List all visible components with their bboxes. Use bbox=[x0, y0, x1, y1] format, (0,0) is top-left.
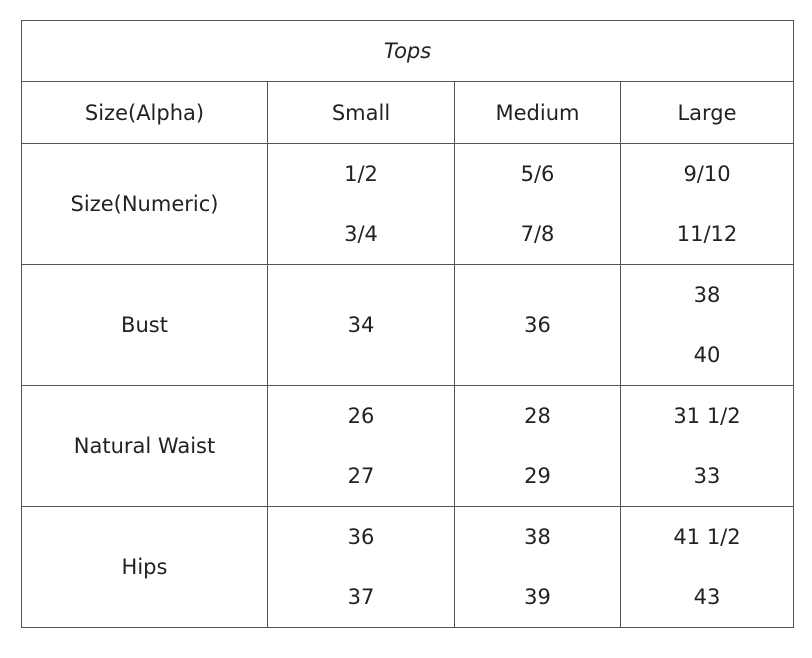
cell-large: 41 1/2 43 bbox=[619, 506, 795, 628]
table-row: Size(Numeric) 1/2 3/4 5/6 7/8 9/10 11/12 bbox=[21, 143, 795, 265]
cell-medium: 28 29 bbox=[454, 385, 621, 507]
cell-value: 34 bbox=[347, 313, 375, 337]
table-title-row: Tops bbox=[20, 20, 795, 82]
cell-value: 7/8 bbox=[520, 222, 555, 246]
table-row: Natural Waist 26 27 28 29 31 1/2 33 bbox=[21, 385, 795, 507]
table-row: Hips 36 37 38 39 41 1/2 43 bbox=[21, 506, 795, 628]
header-large: Large bbox=[619, 81, 795, 144]
cell-value: 38 bbox=[693, 283, 721, 307]
table-title: Tops bbox=[20, 20, 795, 82]
cell-value: 28 bbox=[524, 404, 551, 428]
cell-value: 36 bbox=[347, 525, 375, 549]
row-label: Bust bbox=[21, 264, 268, 386]
cell-value: 41 1/2 bbox=[673, 525, 741, 549]
cell-value: 26 bbox=[347, 404, 375, 428]
cell-medium: 36 bbox=[454, 264, 621, 386]
row-label: Hips bbox=[21, 506, 268, 628]
row-label: Natural Waist bbox=[21, 385, 268, 507]
cell-medium: 38 39 bbox=[454, 506, 621, 628]
cell-value: 36 bbox=[524, 313, 551, 337]
cell-medium: 5/6 7/8 bbox=[454, 143, 621, 265]
cell-value: 29 bbox=[524, 464, 551, 488]
cell-value: 9/10 bbox=[683, 162, 731, 186]
cell-value: 43 bbox=[693, 585, 721, 609]
cell-value: 37 bbox=[347, 585, 375, 609]
cell-value: 33 bbox=[693, 464, 721, 488]
cell-value: 11/12 bbox=[676, 222, 738, 246]
cell-value: 38 bbox=[524, 525, 551, 549]
cell-small: 34 bbox=[267, 264, 455, 386]
cell-value: 39 bbox=[524, 585, 551, 609]
table-row: Bust 34 36 38 40 bbox=[21, 264, 795, 386]
header-size-alpha: Size(Alpha) bbox=[21, 81, 268, 144]
table-header-row: Size(Alpha) Small Medium Large bbox=[21, 81, 795, 144]
size-chart-table: Tops Size(Alpha) Small Medium Large Size… bbox=[20, 20, 795, 628]
cell-value: 1/2 bbox=[344, 162, 378, 186]
cell-small: 36 37 bbox=[267, 506, 455, 628]
header-small: Small bbox=[267, 81, 455, 144]
cell-large: 9/10 11/12 bbox=[619, 143, 795, 265]
cell-value: 3/4 bbox=[344, 222, 378, 246]
cell-large: 31 1/2 33 bbox=[619, 385, 795, 507]
cell-value: 31 1/2 bbox=[673, 404, 741, 428]
cell-value: 5/6 bbox=[520, 162, 555, 186]
cell-value: 40 bbox=[693, 343, 721, 367]
cell-value: 27 bbox=[347, 464, 375, 488]
header-medium: Medium bbox=[454, 81, 621, 144]
cell-small: 26 27 bbox=[267, 385, 455, 507]
cell-large: 38 40 bbox=[619, 264, 795, 386]
row-label: Size(Numeric) bbox=[21, 143, 268, 265]
cell-small: 1/2 3/4 bbox=[267, 143, 455, 265]
